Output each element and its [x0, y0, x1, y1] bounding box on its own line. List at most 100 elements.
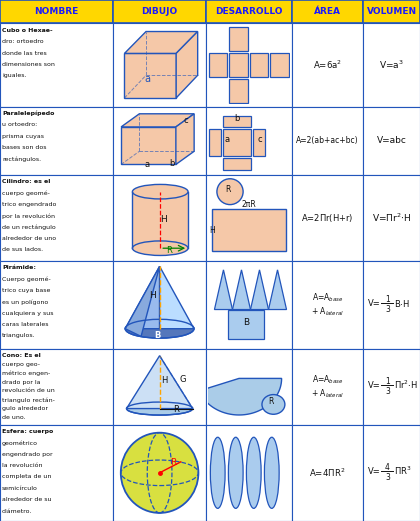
Text: completa de un: completa de un: [2, 474, 52, 479]
Text: cuerpo geomé-: cuerpo geomé-: [2, 190, 50, 196]
Text: a: a: [145, 74, 151, 84]
Text: A=4$\Pi$R$^2$: A=4$\Pi$R$^2$: [310, 467, 346, 479]
Text: Paralelepípedo: Paralelepípedo: [2, 111, 55, 117]
Text: a: a: [144, 160, 150, 169]
Polygon shape: [176, 114, 194, 165]
Text: R: R: [166, 246, 172, 255]
Bar: [113, 175, 206, 260]
Bar: [113, 260, 206, 349]
Bar: [363, 260, 420, 349]
Ellipse shape: [132, 184, 188, 199]
Polygon shape: [125, 266, 160, 329]
Bar: [363, 425, 420, 521]
Text: G: G: [180, 376, 186, 384]
Polygon shape: [215, 270, 233, 309]
Ellipse shape: [210, 437, 225, 508]
Bar: [206, 349, 292, 425]
Text: dro: ortoedro: dro: ortoedro: [2, 39, 44, 44]
Polygon shape: [176, 32, 198, 98]
Bar: [0, 349, 113, 425]
Text: VOLUMEN: VOLUMEN: [367, 7, 417, 16]
Text: métrico engen-: métrico engen-: [2, 371, 50, 376]
Polygon shape: [124, 32, 198, 54]
Text: 1: 1: [385, 377, 390, 386]
Bar: [206, 0, 292, 23]
Bar: [212, 209, 286, 252]
Text: semicírculo: semicírculo: [2, 486, 38, 491]
Text: alrededor de uno: alrededor de uno: [2, 236, 56, 241]
Bar: [363, 107, 420, 175]
Text: dimensiones son: dimensiones son: [2, 62, 55, 67]
Text: u ortoedro:: u ortoedro:: [2, 122, 37, 128]
Bar: [209, 54, 227, 77]
Bar: [206, 175, 292, 260]
Text: Cilindro: es el: Cilindro: es el: [2, 179, 50, 184]
Text: $\Pi$r$^2$$\cdot$H: $\Pi$r$^2$$\cdot$H: [394, 379, 418, 391]
Text: V=: V=: [368, 299, 381, 308]
Text: V=$\Pi$r$^2$$\cdot$H: V=$\Pi$r$^2$$\cdot$H: [372, 212, 411, 224]
Text: rectángulos.: rectángulos.: [2, 157, 41, 163]
Text: diámetro.: diámetro.: [2, 508, 32, 514]
Polygon shape: [124, 54, 176, 98]
Bar: [292, 23, 363, 107]
Text: H: H: [160, 215, 167, 224]
Ellipse shape: [247, 437, 261, 508]
Circle shape: [121, 432, 198, 513]
Polygon shape: [199, 378, 281, 415]
Bar: [223, 116, 251, 128]
Bar: [0, 107, 113, 175]
Text: la revolución: la revolución: [2, 463, 42, 468]
Text: geométrico: geométrico: [2, 440, 38, 445]
Bar: [113, 23, 206, 107]
Text: de uno.: de uno.: [2, 415, 26, 420]
Text: A=A$_{base}$
+ A$_{lateral}$: A=A$_{base}$ + A$_{lateral}$: [311, 291, 344, 318]
Text: R: R: [170, 457, 176, 467]
Bar: [253, 129, 265, 156]
Text: R: R: [173, 405, 178, 414]
Bar: [223, 129, 251, 156]
Bar: [113, 425, 206, 521]
Bar: [113, 349, 206, 425]
Text: V=: V=: [368, 381, 381, 390]
Bar: [0, 0, 113, 23]
Text: a: a: [225, 135, 230, 144]
Bar: [229, 79, 248, 103]
Text: A=6a$^2$: A=6a$^2$: [313, 59, 342, 71]
Text: engendrado por: engendrado por: [2, 452, 53, 456]
Bar: [0, 425, 113, 521]
Text: trico engendrado: trico engendrado: [2, 202, 56, 207]
Text: donde las tres: donde las tres: [2, 51, 47, 56]
Text: alrededor de su: alrededor de su: [2, 497, 52, 502]
Text: 3: 3: [385, 473, 390, 482]
Bar: [292, 107, 363, 175]
Circle shape: [262, 394, 285, 414]
Ellipse shape: [228, 437, 243, 508]
Bar: [206, 23, 292, 107]
Text: triangulo rectán-: triangulo rectán-: [2, 397, 55, 403]
Text: R: R: [268, 398, 274, 406]
Bar: [363, 0, 420, 23]
Text: B: B: [154, 331, 161, 340]
Text: R: R: [225, 184, 231, 194]
Text: 2πR: 2πR: [241, 200, 256, 209]
Text: 3: 3: [385, 305, 390, 314]
Bar: [113, 107, 206, 175]
Ellipse shape: [132, 241, 188, 255]
Text: B: B: [243, 318, 249, 327]
Text: A=2(ab+ac+bc): A=2(ab+ac+bc): [296, 136, 359, 145]
Bar: [363, 349, 420, 425]
Bar: [0, 175, 113, 260]
Text: prisma cuyas: prisma cuyas: [2, 134, 44, 139]
Text: H: H: [161, 376, 168, 385]
Polygon shape: [160, 266, 194, 329]
Text: iguales.: iguales.: [2, 73, 26, 79]
Text: 3: 3: [385, 387, 390, 396]
Bar: [292, 425, 363, 521]
Text: de sus lados.: de sus lados.: [2, 247, 43, 253]
Text: Cubo o Hexae-: Cubo o Hexae-: [2, 28, 53, 33]
Text: c: c: [257, 135, 262, 144]
Polygon shape: [233, 270, 250, 309]
Text: Cono: Es el: Cono: Es el: [2, 353, 41, 358]
Polygon shape: [121, 127, 176, 165]
Text: por la revolución: por la revolución: [2, 213, 55, 219]
